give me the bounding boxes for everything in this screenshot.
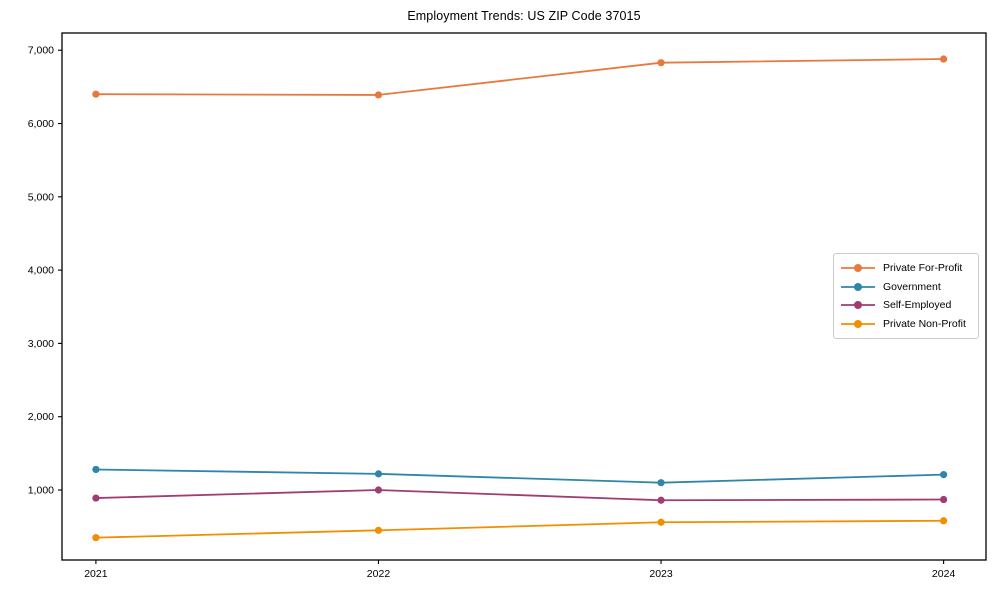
series-marker [940,495,948,504]
series-marker [374,486,383,494]
x-tick-label: 2022 [367,568,391,580]
series-marker [92,90,100,98]
legend-entry: Government [841,278,971,297]
legend-label: Government [883,280,941,293]
legend-label: Private For-Profit [883,262,963,275]
y-tick-label: 3,000 [28,338,54,350]
series-marker [92,494,100,502]
legend-entry: Private For-Profit [841,259,971,278]
series-marker [92,534,100,542]
x-tick-label: 2024 [932,568,956,580]
chart-title: Employment Trends: US ZIP Code 37015 [407,9,641,23]
series-marker [374,526,383,534]
series-marker [657,518,665,526]
y-tick-label: 1,000 [28,485,54,497]
series-marker [940,517,948,525]
y-tick-label: 5,000 [28,191,54,203]
legend: Private For-Profit Government Self-Employe… [833,253,979,339]
series-marker [657,479,665,487]
series-marker [940,471,948,479]
y-tick-label: 4,000 [28,265,54,277]
series-marker [92,465,100,474]
series-line [95,468,944,484]
legend-label: Private Non-Profit [883,317,966,330]
legend-entry: Self-Employed [841,296,971,315]
legend-marker-icon [841,264,875,273]
legend-marker-icon [841,282,875,291]
y-tick-label: 6,000 [28,118,54,130]
legend-marker-icon [841,319,875,328]
series-marker [657,496,665,504]
plot-border [61,32,987,561]
y-tick-label: 7,000 [28,45,54,57]
x-tick-label: 2023 [649,568,673,580]
series-marker [374,470,383,478]
legend-marker-icon [841,301,875,310]
legend-entry: Private Non-Profit [841,315,971,334]
series-line [95,58,944,96]
legend-label: Self-Employed [883,299,952,312]
series-line [95,519,944,539]
series-marker [657,59,665,67]
series-marker [374,91,383,99]
series-line [95,489,944,502]
x-tick-label: 2021 [84,568,108,580]
series-marker [940,55,948,63]
y-tick-label: 2,000 [28,411,54,423]
